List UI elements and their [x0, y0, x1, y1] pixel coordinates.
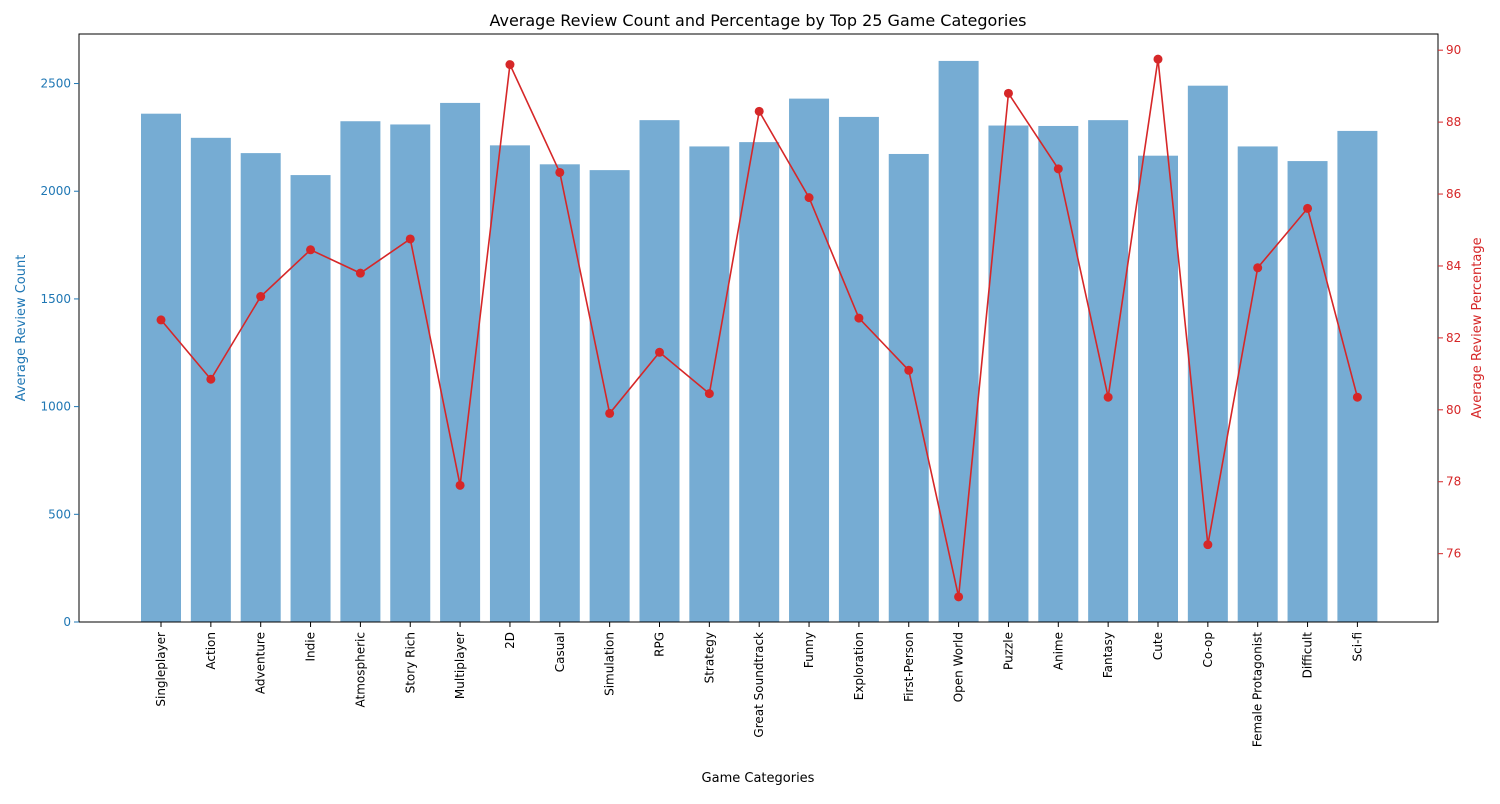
- y2-axis-label: Average Review Percentage: [1470, 237, 1485, 418]
- percentage-point-6: [455, 480, 465, 490]
- x-tick-label-4: Atmospheric: [353, 632, 367, 707]
- x-tick-label-12: Great Soundtrack: [752, 632, 766, 738]
- x-tick-label-10: RPG: [653, 632, 667, 657]
- bar-10: [639, 120, 680, 623]
- y-tick-label-5: 2500: [40, 77, 71, 91]
- x-tick-label-5: Story Rich: [403, 632, 417, 693]
- percentage-point-3: [306, 245, 316, 255]
- bar-11: [689, 146, 730, 622]
- y2-tick-label-2: 80: [1446, 403, 1461, 417]
- x-tick-label-11: Strategy: [702, 632, 716, 683]
- percentage-point-10: [655, 347, 664, 357]
- x-tick-label-13: Funny: [802, 632, 816, 668]
- bar-3: [290, 175, 331, 622]
- x-tick-label-20: Cute: [1151, 632, 1165, 660]
- percentage-point-5: [405, 234, 415, 244]
- bar-0: [141, 113, 181, 622]
- percentage-point-20: [1153, 54, 1163, 64]
- bar-16: [938, 60, 979, 623]
- percentage-point-24: [1352, 392, 1362, 402]
- y2-tick-label-4: 84: [1446, 259, 1461, 273]
- x-tick-label-19: Fantasy: [1101, 632, 1115, 678]
- bar-24: [1337, 130, 1378, 623]
- plot-frame: [78, 33, 1439, 623]
- y2-tick-label-0: 76: [1446, 547, 1461, 561]
- percentage-point-19: [1103, 392, 1113, 402]
- bar-17: [988, 125, 1029, 622]
- percentage-point-23: [1303, 203, 1313, 213]
- x-tick-label-22: Female Protagonist: [1251, 632, 1265, 747]
- percentage-point-16: [954, 592, 964, 602]
- x-tick-label-0: Singleplayer: [154, 632, 168, 707]
- x-tick-label-16: Open World: [952, 632, 966, 702]
- percentage-point-0: [156, 315, 166, 325]
- y2-tick-label-7: 90: [1446, 43, 1461, 57]
- bar-13: [789, 98, 830, 623]
- x-tick-label-18: Anime: [1051, 632, 1065, 670]
- percentage-point-22: [1253, 263, 1263, 273]
- axes-layer: 0 500 1000 1500 2000 2500 76 78 80 82 84 86 88 90 Sing…: [40, 33, 1461, 747]
- x-tick-label-1: Action: [204, 632, 218, 670]
- percentage-point-13: [804, 193, 814, 203]
- x-tick-label-17: Puzzle: [1001, 632, 1015, 670]
- bar-6: [440, 102, 481, 623]
- y-tick-label-3: 1500: [40, 292, 71, 306]
- x-tick-label-24: Sci-fi: [1350, 632, 1364, 661]
- percentage-point-14: [854, 313, 864, 323]
- y-tick-label-0: 0: [63, 615, 71, 629]
- bar-12: [739, 142, 780, 622]
- percentage-point-1: [206, 374, 216, 384]
- y2-tick-label-1: 78: [1446, 475, 1461, 489]
- bar-20: [1138, 155, 1178, 622]
- x-tick-label-6: Multiplayer: [453, 632, 467, 699]
- percentage-point-17: [1003, 88, 1013, 98]
- percentage-point-18: [1053, 164, 1063, 174]
- percentage-point-8: [555, 167, 565, 177]
- bar-21: [1187, 85, 1228, 622]
- x-tick-label-3: Indie: [304, 632, 318, 661]
- bar-23: [1287, 161, 1328, 622]
- x-tick-label-15: First-Person: [902, 632, 916, 702]
- bar-18: [1038, 125, 1079, 622]
- percentage-point-15: [904, 365, 914, 375]
- bar-22: [1237, 146, 1278, 622]
- percentage-point-4: [355, 268, 365, 278]
- y2-tick-label-6: 88: [1446, 115, 1461, 129]
- x-tick-label-21: Co-op: [1201, 632, 1215, 667]
- y-tick-label-2: 1000: [40, 400, 71, 414]
- bar-7: [489, 145, 530, 622]
- x-axis-label: Game Categories: [702, 771, 815, 786]
- bars-layer: [141, 60, 1378, 623]
- percentage-point-12: [754, 106, 764, 116]
- y2-tick-label-5: 86: [1446, 187, 1461, 201]
- bar-19: [1088, 120, 1129, 623]
- x-tick-label-23: Difficult: [1301, 632, 1315, 679]
- line-layer: [156, 54, 1362, 602]
- percentage-point-11: [704, 389, 714, 399]
- percentage-point-7: [505, 60, 515, 70]
- bar-2: [240, 153, 281, 623]
- y-tick-label-1: 500: [48, 507, 71, 521]
- bar-5: [390, 124, 431, 623]
- percentage-point-21: [1203, 540, 1213, 550]
- bar-8: [539, 164, 580, 622]
- bar-14: [838, 116, 879, 623]
- x-tick-label-7: 2D: [503, 632, 517, 649]
- x-tick-label-8: Casual: [553, 632, 567, 672]
- percentage-point-2: [256, 292, 266, 302]
- x-tick-label-2: Adventure: [254, 632, 268, 694]
- bar-15: [888, 153, 929, 622]
- bar-4: [340, 121, 381, 622]
- y-tick-label-4: 2000: [40, 184, 71, 198]
- chart-title: Average Review Count and Percentage by T…: [489, 11, 1026, 30]
- percentage-point-9: [605, 408, 615, 418]
- x-tick-label-14: Exploration: [852, 632, 866, 700]
- y-axis-label: Average Review Count: [14, 255, 29, 402]
- y2-tick-label-3: 82: [1446, 331, 1461, 345]
- x-tick-label-9: Simulation: [603, 632, 617, 696]
